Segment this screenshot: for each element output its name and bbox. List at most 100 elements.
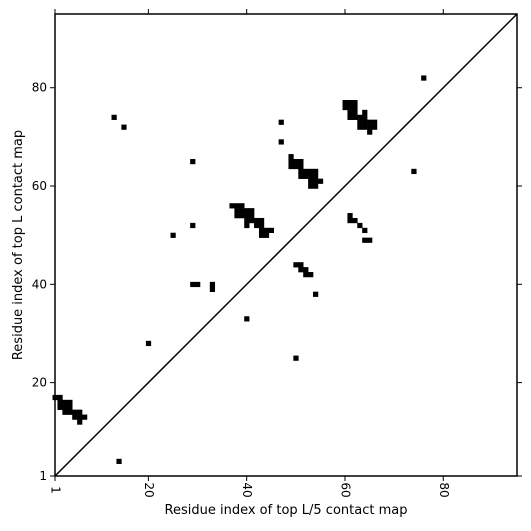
contact-point — [308, 272, 314, 278]
contact-point — [209, 286, 216, 292]
contact-point — [249, 213, 255, 219]
contact-point — [352, 217, 358, 224]
contact-point — [67, 409, 73, 415]
x-tick-label: 60 — [338, 482, 352, 497]
contact-point — [239, 208, 245, 214]
contact-point — [190, 281, 196, 288]
contact-point — [229, 203, 235, 209]
contact-point — [347, 104, 353, 111]
contact-point — [258, 227, 265, 234]
contact-point — [298, 163, 304, 170]
contact-point — [367, 129, 373, 135]
contact-point — [263, 227, 270, 234]
contact-point — [293, 158, 299, 165]
contact-point — [244, 208, 250, 214]
contact-point — [244, 217, 250, 224]
contact-point — [62, 409, 68, 415]
contact-point — [367, 124, 373, 130]
contact-point — [72, 414, 78, 420]
contact-point — [362, 109, 368, 116]
contact-point — [372, 124, 378, 130]
y-axis-ticks: 1 20 40 60 80 — [32, 81, 522, 483]
contact-point — [362, 237, 368, 243]
contact-point — [342, 104, 348, 111]
contact-point — [111, 114, 117, 120]
contact-point — [352, 109, 358, 116]
contact-point — [362, 124, 368, 130]
contact-point — [303, 267, 309, 273]
contact-point — [313, 173, 319, 179]
y-tick-label: 20 — [32, 376, 47, 390]
contact-point — [303, 272, 309, 278]
contact-point — [57, 404, 63, 410]
contact-point — [239, 213, 245, 219]
contact-point — [313, 178, 319, 184]
contact-point — [357, 114, 363, 120]
contact-point — [298, 168, 304, 175]
contact-point — [293, 262, 299, 268]
contact-point — [254, 217, 260, 224]
contact-point — [298, 173, 304, 179]
contact-point — [303, 173, 309, 179]
contact-point — [254, 222, 260, 229]
contact-point — [308, 183, 314, 189]
contact-point — [145, 340, 152, 347]
contact-point — [313, 291, 319, 297]
contact-point — [367, 119, 373, 125]
contact-point — [234, 203, 240, 209]
contact-point — [313, 183, 319, 189]
contact-points — [52, 75, 427, 465]
contact-point — [263, 232, 270, 238]
contact-point — [421, 75, 427, 81]
contact-point — [362, 119, 368, 125]
contact-point — [357, 119, 363, 125]
contact-point — [362, 227, 368, 234]
contact-point — [342, 100, 348, 106]
contact-point — [357, 124, 363, 130]
contact-point — [308, 173, 314, 179]
contact-point — [298, 158, 304, 165]
contact-point — [258, 222, 265, 229]
contact-point — [278, 139, 284, 145]
contact-point — [62, 404, 68, 410]
contact-point — [77, 409, 83, 415]
contact-point — [367, 237, 373, 243]
y-axis-label: Residue index of top L contact map — [11, 130, 26, 360]
contact-point — [313, 168, 319, 175]
contact-point — [190, 158, 196, 165]
contact-point — [293, 163, 299, 170]
contact-point — [244, 222, 250, 229]
x-axis-label: Residue index of top L/5 contact map — [165, 503, 408, 518]
contact-point — [308, 168, 314, 175]
contact-point — [249, 217, 255, 224]
contact-point — [411, 168, 417, 175]
contact-point — [82, 414, 88, 420]
contact-point — [347, 217, 353, 224]
contact-point — [278, 119, 284, 125]
contact-point — [195, 281, 201, 288]
contact-point — [317, 178, 324, 184]
contact-point — [372, 119, 378, 125]
contact-point — [62, 399, 68, 406]
contact-point — [57, 394, 63, 401]
contact-point — [258, 232, 265, 238]
y-tick-label: 40 — [32, 277, 47, 291]
contact-point — [190, 222, 196, 229]
contact-point — [362, 114, 368, 120]
contact-point — [67, 404, 73, 410]
contact-point — [357, 222, 363, 229]
x-axis-ticks: 1 20 40 60 80 — [49, 9, 451, 498]
y-tick-label: 80 — [32, 81, 47, 95]
y-tick-label: 1 — [39, 469, 47, 483]
contact-point — [234, 208, 240, 214]
contact-point — [244, 213, 250, 219]
contact-point — [239, 203, 245, 209]
x-tick-label: 80 — [437, 482, 451, 497]
contact-point — [77, 419, 83, 425]
contact-point — [249, 208, 255, 214]
contact-point — [116, 458, 122, 465]
diagonal-line — [54, 13, 518, 477]
contact-point — [258, 217, 265, 224]
contact-point — [352, 114, 358, 120]
